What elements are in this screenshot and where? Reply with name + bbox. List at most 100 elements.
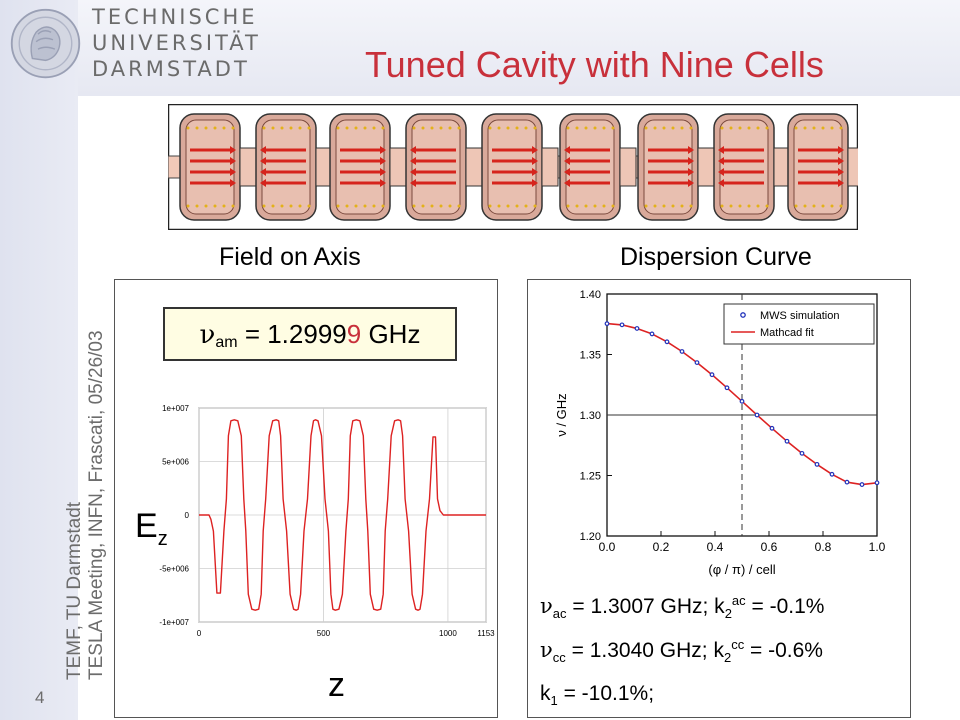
disp-data-point	[724, 385, 730, 391]
field-dot	[830, 126, 834, 130]
field-dot	[448, 126, 452, 130]
field-dot	[533, 126, 537, 130]
disp-legend-marker	[740, 312, 746, 318]
disp-x-tick-label: 0.4	[707, 540, 724, 554]
field-arrow-head	[380, 146, 386, 154]
field-dot	[439, 204, 443, 208]
field-arrow-head	[532, 168, 538, 176]
field-dot	[738, 126, 742, 130]
field-dot	[653, 204, 657, 208]
cavity-cell	[329, 113, 407, 221]
page-number: 4	[35, 688, 45, 707]
field-dot	[803, 204, 807, 208]
field-dot	[262, 126, 266, 130]
freq-subscript: am	[215, 334, 238, 351]
field-dot	[271, 204, 275, 208]
cavity-cell	[559, 113, 637, 221]
field-dot	[765, 204, 769, 208]
field-x-tick-label: 1000	[439, 629, 457, 638]
field-dot	[812, 126, 816, 130]
field-dot	[213, 204, 217, 208]
field-dot	[653, 126, 657, 130]
disp-data-point	[829, 471, 835, 477]
field-dot	[372, 204, 376, 208]
cavity-cell-inner	[185, 119, 235, 215]
field-dot	[533, 204, 537, 208]
field-dot	[515, 204, 519, 208]
field-dot	[213, 126, 217, 130]
eq1-sup: ac	[731, 593, 746, 608]
disp-data-point	[619, 322, 625, 328]
cavity-iris	[541, 147, 559, 187]
field-dot	[794, 204, 798, 208]
disp-data-point	[709, 372, 715, 378]
disp-data-point	[664, 339, 670, 345]
disp-data-point	[604, 321, 610, 327]
field-arrow-head	[564, 146, 570, 154]
field-dot	[298, 204, 302, 208]
field-dot	[611, 204, 615, 208]
field-dot	[298, 126, 302, 130]
field-dot	[289, 204, 293, 208]
field-dot	[204, 204, 208, 208]
field-dot	[839, 126, 843, 130]
field-arrow-head	[838, 157, 844, 165]
field-arrow-head	[838, 168, 844, 176]
caption-dispersion-curve: Dispersion Curve	[620, 243, 812, 271]
field-on-axis-panel: νam = 1.29999 GHz 1e+007 5e+006 0 -5e+006 -1…	[114, 279, 498, 718]
field-dot	[794, 126, 798, 130]
field-arrow-head	[532, 179, 538, 187]
freq-value-last-digit: 9	[346, 319, 362, 349]
field-dot	[289, 126, 293, 130]
field-dot	[756, 204, 760, 208]
field-arrow-head	[838, 179, 844, 187]
disp-legend-box	[723, 303, 875, 345]
field-dot	[262, 204, 266, 208]
nine-cell-cavity-illustration	[168, 104, 858, 230]
cavity-iris	[465, 147, 483, 187]
field-dot	[747, 126, 751, 130]
field-dot	[231, 204, 235, 208]
field-arrow-head	[532, 157, 538, 165]
equation-ac: νac = 1.3007 GHz; k2ac = -0.1%	[540, 593, 824, 621]
field-dot	[448, 204, 452, 208]
field-arrow-head	[410, 168, 416, 176]
field-dot	[231, 126, 235, 130]
field-arrow-head	[564, 157, 570, 165]
field-dot	[345, 126, 349, 130]
nu-symbol: ν	[199, 320, 216, 350]
equation-k1: k1 = -10.1%;	[540, 682, 654, 708]
field-x-tick-label: 1153	[477, 629, 495, 638]
sidebar-line-1: TEMF, TU Darmstadt	[64, 501, 85, 680]
field-dot	[821, 126, 825, 130]
disp-data-point	[649, 331, 655, 337]
field-arrow-head	[688, 146, 694, 154]
disp-data-point	[784, 438, 790, 444]
field-arrow-head	[230, 168, 236, 176]
field-dot	[644, 126, 648, 130]
field-arrow-head	[380, 168, 386, 176]
caption-field-on-axis: Field on Axis	[219, 243, 361, 271]
cavity-cell-inner	[793, 119, 843, 215]
field-dot	[412, 126, 416, 130]
disp-data-point	[694, 360, 700, 366]
field-arrow-head	[688, 168, 694, 176]
field-dot	[765, 126, 769, 130]
field-dot	[720, 126, 724, 130]
field-arrow-head	[260, 179, 266, 187]
field-dot	[336, 204, 340, 208]
field-dot	[584, 204, 588, 208]
field-dot	[602, 204, 606, 208]
field-dot	[345, 204, 349, 208]
ez-axis-label: Ez	[135, 507, 168, 551]
field-arrow-head	[230, 179, 236, 187]
cavity-cell	[255, 113, 333, 221]
field-dot	[421, 126, 425, 130]
field-dot	[307, 126, 311, 130]
field-dot	[671, 126, 675, 130]
field-dot	[195, 204, 199, 208]
disp-y-tick-label: 1.40	[580, 289, 601, 301]
field-dot	[644, 204, 648, 208]
field-arrow-head	[564, 179, 570, 187]
disp-data-point	[814, 461, 820, 467]
